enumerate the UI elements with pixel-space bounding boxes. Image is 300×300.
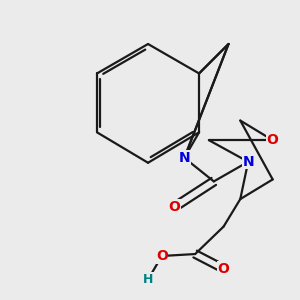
Text: O: O — [156, 249, 168, 263]
Text: O: O — [218, 262, 230, 276]
Text: O: O — [169, 200, 181, 214]
Text: H: H — [143, 273, 153, 286]
Text: N: N — [178, 151, 190, 165]
Text: N: N — [242, 155, 254, 169]
Text: O: O — [267, 133, 279, 147]
